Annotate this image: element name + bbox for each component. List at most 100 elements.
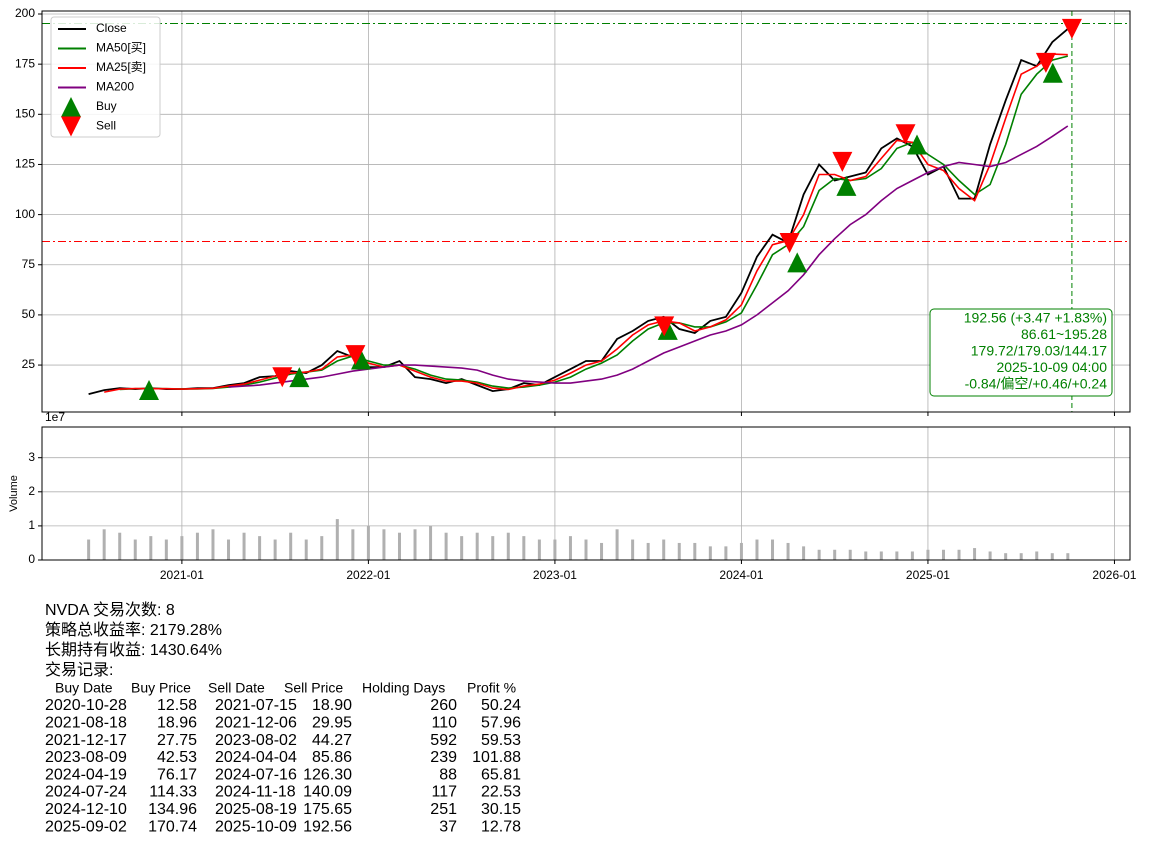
sell-marker — [1035, 52, 1056, 73]
sell-marker — [654, 316, 675, 337]
table-cell: 140.09 — [303, 784, 352, 801]
annotation-text: -0.84/偏空/+0.46/+0.24 — [965, 376, 1108, 392]
table-cell: 85.86 — [312, 749, 352, 766]
bar — [895, 551, 899, 560]
table-header: Buy Price — [131, 680, 191, 696]
table-cell: 2025-10-09 — [215, 818, 297, 835]
y-tick-label: 200 — [15, 6, 35, 20]
bar — [149, 536, 153, 560]
table-cell: 2024-12-10 — [45, 801, 127, 818]
table-header: Profit % — [467, 680, 516, 696]
bar — [926, 549, 930, 560]
y-tick-label: 100 — [15, 207, 35, 221]
report-line: NVDA 交易次数: 8 — [45, 601, 175, 619]
table-cell: 65.81 — [481, 766, 521, 783]
table-cell: 110 — [431, 715, 457, 732]
bar — [227, 539, 231, 560]
bar — [755, 539, 759, 560]
bar — [1019, 553, 1023, 560]
table-cell: 18.90 — [312, 697, 352, 714]
sell-marker — [832, 151, 853, 172]
bar — [429, 525, 433, 560]
table-header: Sell Date — [208, 680, 265, 696]
bar — [164, 539, 168, 560]
table-cell: 592 — [430, 732, 457, 749]
bar — [631, 539, 635, 560]
y-tick-label: 25 — [22, 357, 36, 371]
x-tick-label: 2021-01 — [160, 568, 204, 582]
axes-frame — [41, 10, 1131, 413]
table-cell: 170.74 — [148, 818, 197, 835]
table-cell: 2024-04-04 — [215, 749, 297, 766]
table-cell: 2021-08-18 — [45, 715, 127, 732]
bar — [786, 542, 790, 560]
table-cell: 2023-08-02 — [215, 732, 297, 749]
legend-label: MA50[买] — [96, 41, 146, 55]
legend-label: MA25[卖] — [96, 60, 146, 74]
table-cell: 37 — [439, 818, 457, 835]
bar — [413, 529, 417, 560]
bar — [522, 536, 526, 560]
legend-label: Close — [96, 21, 127, 35]
sell-marker — [345, 345, 366, 366]
table-header: Sell Price — [284, 680, 343, 696]
table-cell: 2025-08-19 — [215, 801, 297, 818]
annotation-box — [929, 308, 1113, 397]
legend-marker — [61, 116, 81, 137]
y-tick-label: 2 — [28, 484, 35, 498]
bar — [646, 542, 650, 560]
bar — [133, 539, 137, 560]
y-tick-label: 175 — [15, 56, 35, 70]
bar — [491, 536, 495, 560]
annotation-text: 192.56 (+3.47 +1.83%) — [964, 310, 1107, 326]
buy-marker — [289, 367, 310, 388]
bar — [460, 536, 464, 560]
table-cell: 239 — [430, 749, 457, 766]
table-cell: 88 — [439, 766, 457, 783]
bar — [973, 548, 977, 560]
buy-marker — [836, 175, 857, 196]
bar — [957, 549, 961, 560]
table-cell: 2024-11-18 — [215, 784, 296, 801]
bar — [366, 525, 370, 560]
buy-marker — [657, 319, 678, 340]
report-line: 策略总收益率: 2179.28% — [45, 621, 222, 639]
bar — [242, 532, 246, 560]
y-tick-label: 1 — [28, 518, 35, 532]
bar — [771, 539, 775, 560]
bar — [1004, 553, 1008, 560]
table-cell: 117 — [431, 784, 457, 801]
table-cell: 30.15 — [481, 801, 521, 818]
bar — [335, 519, 339, 560]
table-header: Holding Days — [362, 680, 445, 696]
y-axis-label: Volume — [8, 475, 20, 512]
bar — [988, 551, 992, 560]
sell-marker — [1061, 18, 1082, 39]
buy-marker — [787, 252, 808, 273]
table-cell: 101.88 — [472, 749, 521, 766]
axes-frame — [41, 426, 1131, 561]
bar — [693, 542, 697, 560]
bar — [802, 546, 806, 560]
y-tick-label: 3 — [28, 450, 35, 464]
table-cell: 134.96 — [148, 801, 197, 818]
bar — [817, 549, 821, 560]
table-cell: 29.95 — [312, 715, 352, 732]
legend-marker — [61, 97, 81, 117]
table-cell: 12.78 — [481, 818, 521, 835]
table-cell: 57.96 — [481, 715, 521, 732]
bar — [739, 542, 743, 560]
table-cell: 2021-12-17 — [45, 732, 127, 749]
y-tick-label: 50 — [22, 307, 36, 321]
y-tick-label: 150 — [15, 106, 35, 120]
bar — [382, 529, 386, 560]
table-cell: 192.56 — [303, 818, 352, 835]
bar — [273, 539, 277, 560]
bar — [195, 532, 199, 560]
table-cell: 12.58 — [157, 697, 197, 714]
line-series — [88, 28, 1069, 395]
annotation-text: 2025-10-09 04:00 — [996, 359, 1107, 375]
table-cell: 59.53 — [481, 732, 521, 749]
bar — [848, 549, 852, 560]
bar — [677, 542, 681, 560]
